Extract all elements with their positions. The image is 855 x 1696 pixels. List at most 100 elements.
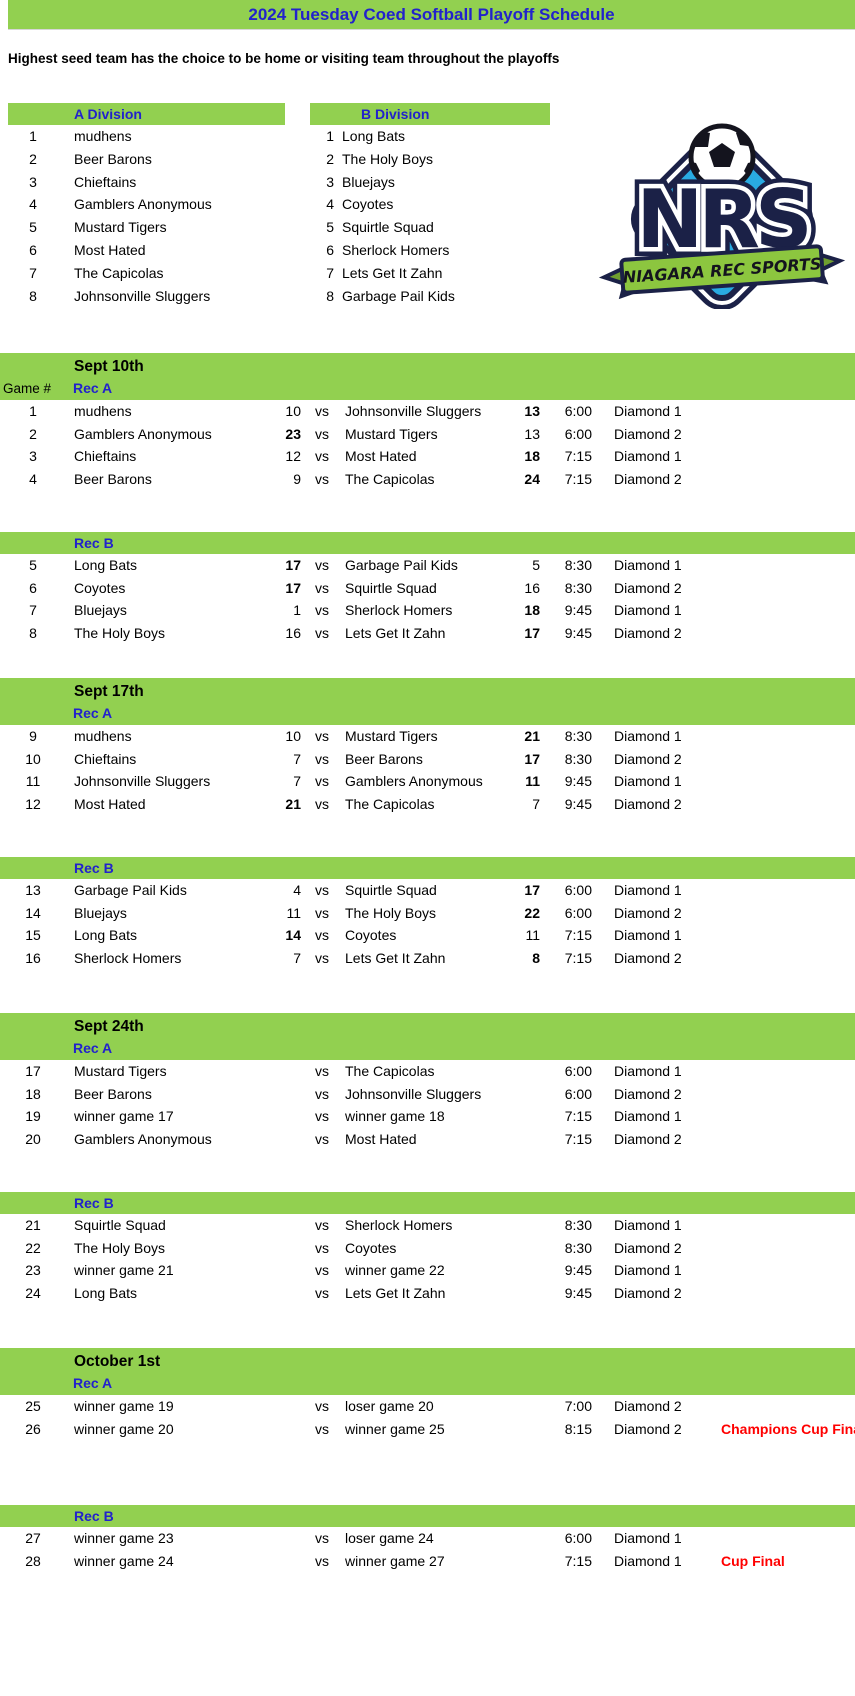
division-team-row: 8 Johnsonville Sluggers [8,285,285,308]
away-score: 21 [524,728,540,744]
game-number: 19 [25,1108,41,1124]
home-score: 1 [293,602,301,618]
division-b-teams: 1 Long Bats 2 The Holy Boys 3 Bluejays 4… [310,125,550,307]
divisions-and-logo: A Division 1 mudhens 2 Beer Barons 3 Chi… [0,103,855,311]
section-date: October 1st [74,1353,161,1370]
game-number: 14 [25,904,41,921]
game-number: 21 [25,1217,41,1233]
away-score: 11 [525,773,540,789]
away-score [510,1083,546,1106]
division-team-row: 2 The Holy Boys [310,148,550,171]
game-diamond: Diamond 1 [614,927,682,943]
away-team: Sherlock Homers [345,1217,453,1233]
vs-label: vs [315,1284,329,1301]
away-team: winner game 22 [345,1262,445,1278]
vs-label: vs [315,1398,329,1414]
home-score: 11 [286,904,301,921]
home-team: The Holy Boys [74,1239,166,1256]
game-number: 23 [25,1262,41,1278]
seed-number: 4 [326,196,334,213]
game-row: 7 Bluejays 1 vs Sherlock Homers 18 9:45 … [0,599,855,622]
game-diamond: Diamond 1 [614,557,682,573]
away-score [510,1128,546,1151]
home-score [262,1395,307,1418]
game-note: Cup Final [721,1552,785,1569]
home-team: Gamblers Anonymous [74,1130,212,1147]
game-note [707,1282,855,1305]
division-team-row: 7 Lets Get It Zahn [310,262,550,285]
vs-label: vs [315,1552,329,1569]
game-time: 8:30 [564,579,592,596]
away-score: 13 [524,425,540,442]
date-band: October 1st Rec A [0,1348,855,1395]
game-number: 8 [29,624,37,641]
game-note [707,924,855,947]
game-row: 13 Garbage Pail Kids 4 vs Squirtle Squad… [0,879,855,902]
game-time: 6:00 [564,904,592,921]
game-time: 7:15 [564,927,592,943]
vs-label: vs [315,470,329,487]
division-team-row: 3 Chieftains [8,171,285,194]
date-band: Sept 17th Rec A [0,678,855,725]
away-team: Johnsonville Sluggers [345,403,482,419]
team-name: The Holy Boys [342,150,434,167]
away-score [510,1237,546,1260]
vs-label: vs [315,1217,329,1233]
nrs-logo: NRS NRS NIAGARA REC SPORTS [590,117,855,311]
game-diamond: Diamond 1 [614,1063,682,1079]
game-note [707,947,855,970]
game-time: 6:00 [564,1063,592,1079]
game-time: 9:45 [564,602,592,618]
division-team-row: 1 mudhens [8,125,285,148]
game-time: 9:45 [564,1262,592,1278]
game-number: 10 [25,750,41,767]
game-time: 6:00 [564,425,592,442]
game-row: 14 Bluejays 11 vs The Holy Boys 22 6:00 … [0,902,855,925]
away-score [510,1259,546,1282]
game-diamond: Diamond 2 [614,624,682,641]
seed-number: 6 [326,241,334,258]
home-score: 7 [293,750,301,767]
away-team: Gamblers Anonymous [345,773,483,789]
division-team-row: 5 Mustard Tigers [8,216,285,239]
away-score: 24 [524,470,540,487]
seed-number: 2 [326,150,334,167]
game-diamond: Diamond 2 [614,1239,682,1256]
home-score [262,1282,307,1305]
home-score: 17 [285,557,301,573]
game-diamond: Diamond 2 [614,470,682,487]
away-score [510,1282,546,1305]
rec-label: Rec B [74,1508,114,1524]
team-name: Gamblers Anonymous [74,196,212,213]
division-b-header: B Division [310,103,550,125]
game-number: 26 [25,1420,41,1437]
game-note [707,1259,855,1282]
game-note [707,622,855,645]
home-team: winner game 21 [74,1262,174,1278]
game-row: 8 The Holy Boys 16 vs Lets Get It Zahn 1… [0,622,855,645]
home-team: mudhens [74,728,132,744]
game-number: 3 [29,448,37,464]
game-number: 9 [29,728,37,744]
game-time: 8:30 [564,557,592,573]
game-time: 7:15 [564,1130,592,1147]
vs-label: vs [315,579,329,596]
rec-label: Rec B [74,1195,114,1211]
game-row: 11 Johnsonville Sluggers 7 vs Gamblers A… [0,770,855,793]
game-diamond: Diamond 1 [614,403,682,419]
game-diamond: Diamond 1 [614,728,682,744]
game-diamond: Diamond 2 [614,1130,682,1147]
home-team: Beer Barons [74,1085,152,1102]
home-team: Sherlock Homers [74,949,182,966]
home-score [262,1083,307,1106]
away-team: Lets Get It Zahn [345,1284,446,1301]
game-row: 19 winner game 17 vs winner game 18 7:15… [0,1105,855,1128]
vs-label: vs [315,1262,329,1278]
game-number: 11 [25,773,41,789]
game-number: 24 [25,1284,41,1301]
game-time: 9:45 [564,624,592,641]
division-a-header: A Division [8,103,285,125]
division-b-list: B Division 1 Long Bats 2 The Holy Boys 3… [310,103,550,307]
game-diamond: Diamond 1 [614,602,682,618]
